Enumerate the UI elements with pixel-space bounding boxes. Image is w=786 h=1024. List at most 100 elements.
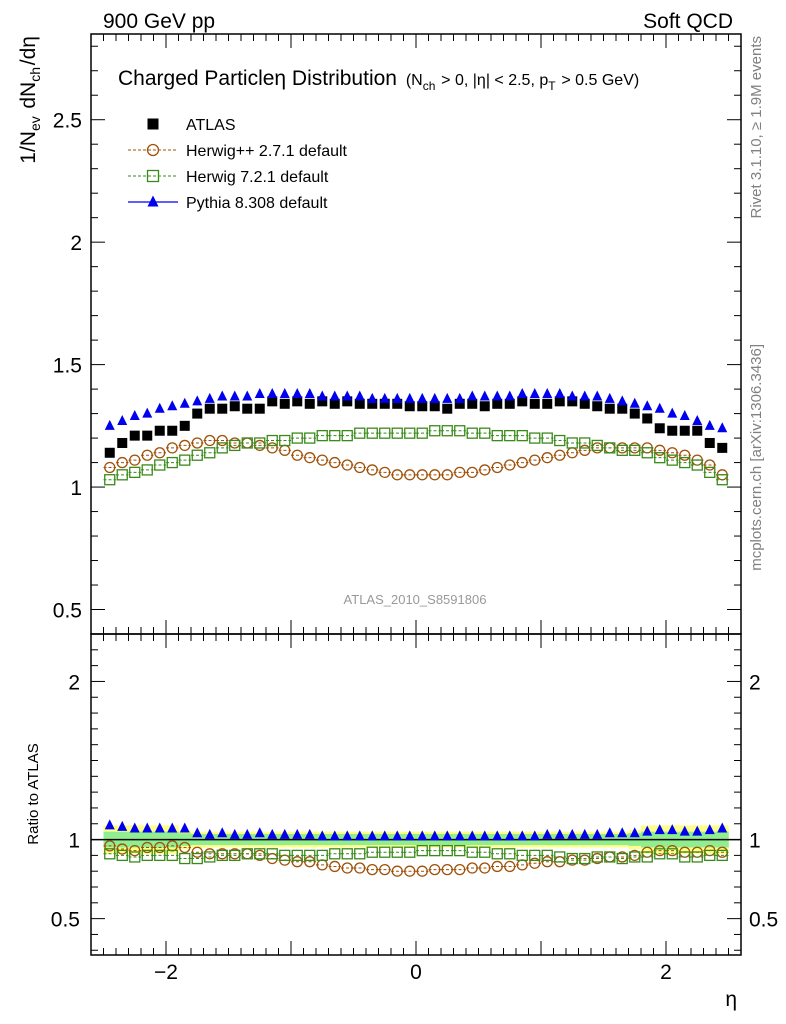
- data-point-14: [279, 398, 290, 409]
- legend-label: Herwig 7.2.1 default: [186, 169, 329, 186]
- ratio-point-22: [379, 830, 390, 841]
- ratio-point-3: [141, 849, 153, 862]
- ratio-point-43: [642, 825, 653, 836]
- ratio-point-29: [466, 862, 478, 874]
- data-point-21: [366, 427, 378, 439]
- ratio-point-25: [416, 844, 428, 857]
- data-point-22: [379, 392, 390, 403]
- data-point-3: [141, 449, 153, 461]
- ratio-point-34: [529, 830, 540, 841]
- data-point-23: [392, 398, 403, 409]
- data-point-11: [242, 390, 253, 401]
- data-point-4: [154, 402, 165, 413]
- legend-marker: [146, 143, 160, 157]
- legend-marker: [147, 118, 159, 130]
- data-point-44: [654, 444, 666, 456]
- data-point-3: [142, 430, 153, 441]
- data-point-44: [654, 423, 665, 434]
- data-point-39: [592, 401, 603, 412]
- ratio-point-21: [367, 830, 378, 841]
- ratio-point-1: [116, 843, 128, 855]
- ratio-point-14: [279, 828, 290, 839]
- ratio-point-26: [429, 830, 440, 841]
- ratio-point-8: [204, 828, 215, 839]
- data-point-44: [654, 402, 665, 413]
- ratio-point-49: [716, 849, 728, 862]
- data-point-22: [379, 466, 391, 479]
- ratio-point-27: [441, 863, 453, 876]
- ratio-point-45: [666, 848, 678, 860]
- data-point-12: [254, 403, 265, 414]
- ratio-point-19: [342, 830, 353, 841]
- data-point-27: [442, 403, 453, 414]
- data-point-41: [616, 444, 628, 456]
- data-point-26: [429, 425, 441, 437]
- legend-item-atlas: ATLAS: [147, 117, 236, 134]
- data-point-20: [354, 461, 366, 474]
- x-tick-label-1: 0: [410, 961, 422, 984]
- y-tick-label-main-2: 1.5: [53, 355, 82, 378]
- x-axis-label: η: [725, 988, 737, 1011]
- data-point-11: [241, 437, 253, 449]
- ratio-point-40: [604, 827, 615, 838]
- data-point-32: [504, 429, 516, 442]
- data-point-24: [404, 427, 416, 439]
- data-point-33: [516, 429, 528, 442]
- data-point-15: [291, 432, 303, 444]
- data-point-5: [166, 442, 178, 454]
- data-point-4: [154, 425, 165, 436]
- y-tick-label-main-0: 0.5: [53, 600, 82, 623]
- data-point-10: [229, 390, 240, 401]
- data-point-25: [417, 392, 428, 403]
- data-point-2: [129, 430, 140, 441]
- tick-labels: −2 0 2 0.5 1 1.5 2 2.5 0.5 0.5 1 1 2 2: [51, 110, 778, 984]
- ratio-point-32: [504, 860, 516, 873]
- data-point-49: [717, 422, 728, 433]
- ratio-point-2: [129, 851, 141, 863]
- data-point-17: [317, 390, 328, 401]
- side-label-bottom: mcplots.cern.ch [arXiv:1306.3436]: [748, 344, 765, 571]
- ratio-point-1: [117, 820, 128, 831]
- ratio-point-11: [241, 848, 253, 860]
- ratio-point-33: [516, 849, 528, 862]
- ratio-point-8: [204, 851, 216, 863]
- data-point-35: [542, 398, 553, 409]
- data-point-21: [367, 398, 378, 409]
- data-point-23: [391, 427, 403, 439]
- data-point-28: [454, 398, 465, 409]
- data-point-38: [579, 390, 590, 401]
- data-point-4: [154, 459, 166, 471]
- data-point-32: [504, 390, 515, 401]
- data-point-33: [517, 388, 528, 398]
- data-point-37: [567, 390, 578, 401]
- data-point-42: [629, 444, 641, 456]
- y-tick-label-ratio-left-1: 1: [68, 830, 80, 853]
- legend-item-herwig-7-2-1-default: Herwig 7.2.1 default: [128, 169, 329, 186]
- series-herwig-7-2-1-default: [103, 425, 729, 486]
- ratio-point-11: [242, 828, 253, 839]
- ratio-point-32: [504, 830, 515, 841]
- data-point-21: [366, 464, 378, 476]
- ratio-point-30: [479, 830, 490, 841]
- ratio-point-7: [192, 827, 203, 838]
- ratio-point-29: [466, 846, 478, 858]
- ratio-point-44: [654, 848, 666, 860]
- ratio-point-12: [254, 827, 265, 838]
- series-atlas: [104, 396, 728, 458]
- data-point-47: [691, 459, 703, 471]
- data-point-49: [716, 474, 728, 486]
- data-point-31: [492, 398, 503, 409]
- data-point-16: [304, 388, 315, 398]
- y-tick-label-ratio-left-0: 0.5: [51, 909, 80, 932]
- ratio-point-44: [654, 824, 665, 835]
- data-point-45: [667, 425, 678, 436]
- ratio-point-2: [129, 844, 141, 857]
- ratio-point-0: [104, 819, 115, 830]
- data-point-32: [504, 398, 515, 409]
- data-point-48: [704, 459, 716, 471]
- data-point-46: [679, 425, 690, 436]
- data-point-29: [466, 466, 478, 479]
- legend-marker: [146, 169, 160, 183]
- data-point-40: [604, 403, 615, 414]
- data-point-5: [167, 400, 178, 411]
